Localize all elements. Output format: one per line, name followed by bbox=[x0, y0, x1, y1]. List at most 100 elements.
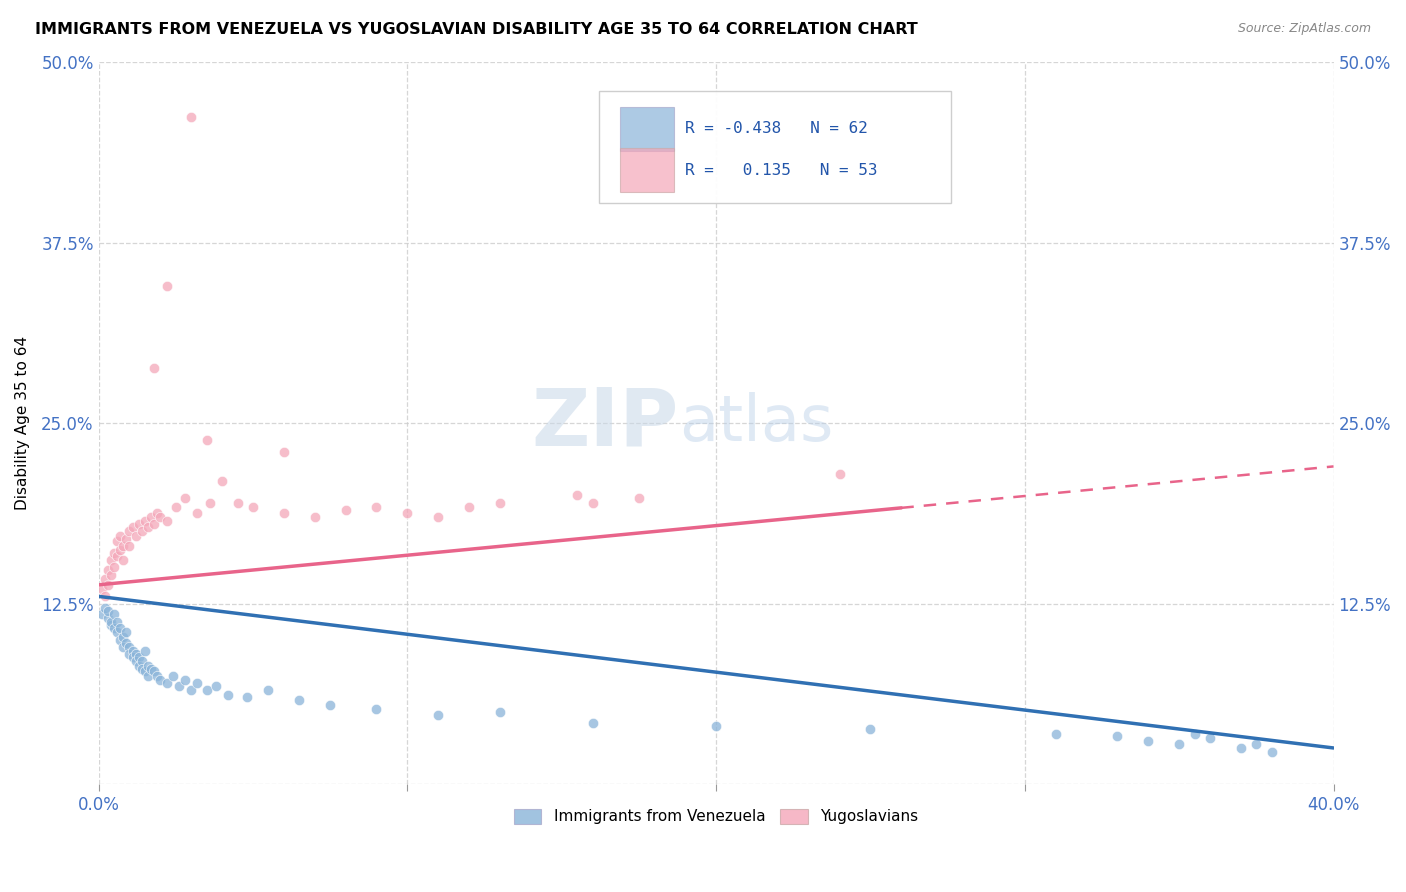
Point bbox=[103, 607, 125, 621]
Point bbox=[1137, 733, 1160, 747]
Point bbox=[288, 693, 311, 707]
Point bbox=[167, 679, 190, 693]
Point bbox=[149, 673, 172, 687]
Point bbox=[105, 534, 128, 549]
Point bbox=[146, 669, 169, 683]
Point bbox=[139, 662, 162, 676]
Point bbox=[94, 590, 117, 604]
Point bbox=[180, 110, 202, 124]
Point bbox=[97, 578, 120, 592]
Point bbox=[112, 630, 135, 644]
Point bbox=[90, 582, 112, 596]
Text: R = -0.438   N = 62: R = -0.438 N = 62 bbox=[685, 121, 868, 136]
Point bbox=[100, 615, 122, 630]
Point bbox=[134, 644, 156, 658]
Point bbox=[304, 510, 326, 524]
Point bbox=[627, 491, 650, 506]
Point bbox=[115, 635, 138, 649]
Point bbox=[105, 549, 128, 563]
Point bbox=[90, 607, 112, 621]
Point bbox=[115, 532, 138, 546]
Point bbox=[97, 611, 120, 625]
Point bbox=[112, 640, 135, 654]
Point bbox=[226, 495, 249, 509]
Point bbox=[427, 510, 450, 524]
Point bbox=[458, 500, 481, 514]
Point bbox=[195, 683, 218, 698]
Point bbox=[195, 434, 218, 448]
Text: Source: ZipAtlas.com: Source: ZipAtlas.com bbox=[1237, 22, 1371, 36]
Point bbox=[581, 495, 603, 509]
Point bbox=[112, 539, 135, 553]
Point bbox=[100, 553, 122, 567]
Text: R =   0.135   N = 53: R = 0.135 N = 53 bbox=[685, 163, 877, 178]
Point bbox=[128, 658, 150, 673]
FancyBboxPatch shape bbox=[620, 107, 673, 151]
Point bbox=[335, 502, 357, 516]
Point bbox=[118, 539, 141, 553]
Point bbox=[828, 467, 851, 481]
Point bbox=[366, 500, 388, 514]
Point bbox=[1045, 726, 1067, 740]
Point bbox=[108, 632, 131, 647]
Point bbox=[1168, 737, 1191, 751]
Point bbox=[236, 690, 259, 705]
Point bbox=[217, 688, 239, 702]
Point bbox=[704, 719, 727, 733]
Point bbox=[94, 572, 117, 586]
Point bbox=[100, 618, 122, 632]
Point bbox=[489, 495, 512, 509]
Point bbox=[149, 510, 172, 524]
Point bbox=[121, 650, 143, 665]
Point bbox=[118, 647, 141, 661]
Point bbox=[118, 640, 141, 654]
Point bbox=[155, 279, 177, 293]
Point bbox=[1184, 726, 1206, 740]
Point bbox=[242, 500, 264, 514]
FancyBboxPatch shape bbox=[599, 91, 950, 202]
Point bbox=[115, 625, 138, 640]
Point bbox=[97, 604, 120, 618]
Point bbox=[128, 650, 150, 665]
Point bbox=[124, 647, 146, 661]
Point bbox=[108, 543, 131, 558]
Point bbox=[105, 625, 128, 640]
Point bbox=[121, 520, 143, 534]
Point bbox=[1246, 737, 1268, 751]
Text: IMMIGRANTS FROM VENEZUELA VS YUGOSLAVIAN DISABILITY AGE 35 TO 64 CORRELATION CHA: IMMIGRANTS FROM VENEZUELA VS YUGOSLAVIAN… bbox=[35, 22, 918, 37]
Point bbox=[131, 662, 153, 676]
Point bbox=[155, 676, 177, 690]
Point bbox=[134, 514, 156, 528]
Point bbox=[139, 510, 162, 524]
Point bbox=[131, 524, 153, 539]
Point bbox=[136, 669, 159, 683]
Point bbox=[136, 520, 159, 534]
Point bbox=[174, 673, 197, 687]
Point bbox=[211, 474, 233, 488]
Point bbox=[94, 601, 117, 615]
Point bbox=[565, 488, 588, 502]
Point bbox=[581, 716, 603, 731]
Point bbox=[143, 361, 166, 376]
Point bbox=[124, 654, 146, 668]
Point bbox=[128, 517, 150, 532]
Point bbox=[165, 500, 187, 514]
Point bbox=[112, 553, 135, 567]
Text: atlas: atlas bbox=[679, 392, 834, 454]
Point bbox=[1107, 730, 1129, 744]
Point bbox=[319, 698, 342, 712]
Point bbox=[859, 722, 882, 736]
Point bbox=[186, 506, 208, 520]
Point bbox=[134, 665, 156, 679]
Point bbox=[146, 506, 169, 520]
Point bbox=[427, 707, 450, 722]
Point bbox=[186, 676, 208, 690]
Point bbox=[108, 529, 131, 543]
Point bbox=[273, 506, 295, 520]
Point bbox=[273, 445, 295, 459]
Point bbox=[105, 615, 128, 630]
Y-axis label: Disability Age 35 to 64: Disability Age 35 to 64 bbox=[15, 336, 30, 510]
Point bbox=[396, 506, 419, 520]
Point bbox=[136, 658, 159, 673]
Point bbox=[155, 514, 177, 528]
